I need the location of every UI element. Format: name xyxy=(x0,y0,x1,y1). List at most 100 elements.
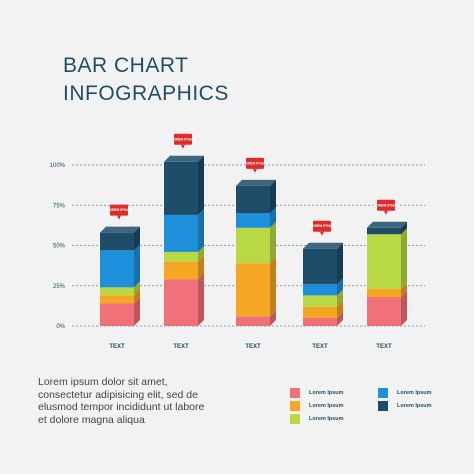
bar-segment-side xyxy=(198,208,204,252)
bar-segment xyxy=(236,316,270,326)
callout-pointer xyxy=(117,215,121,220)
bar-segment xyxy=(303,295,337,307)
description-text: Lorem ipsum dolor sit amet, consectetur … xyxy=(38,376,205,426)
bar-segment-side xyxy=(198,273,204,326)
legend-swatch xyxy=(378,401,388,411)
bar-segment-side xyxy=(198,255,204,280)
bar-top xyxy=(367,221,407,228)
bar-top xyxy=(100,226,140,233)
bar-segment-side xyxy=(270,310,276,326)
bar-segment-side xyxy=(337,278,343,296)
bar-segment xyxy=(303,317,337,326)
bar-segment-side xyxy=(134,226,140,251)
title-line-2: INFOGRAPHICS xyxy=(63,82,229,105)
legend-swatch xyxy=(290,401,300,411)
bar-segment-side xyxy=(134,297,140,326)
legend-item: Lorem Ipsum xyxy=(378,388,432,398)
bar-segment xyxy=(303,284,337,296)
callout-pointer xyxy=(320,231,324,236)
bar-segment xyxy=(100,303,134,326)
legend: Lorem Ipsum Lorem Ipsum Lorem Ipsum Lorem I… xyxy=(290,388,450,428)
bar-segment-side xyxy=(337,300,343,318)
bar-segment-side xyxy=(270,179,276,214)
y-tick-label: 100% xyxy=(50,163,66,169)
bar-segment-side xyxy=(198,155,204,215)
x-category-label: TEXT xyxy=(245,344,261,350)
callout-label: LOREM IPSUM xyxy=(374,203,399,207)
legend-label: Lorem Ipsum xyxy=(309,416,344,422)
bar-top-highlight xyxy=(367,221,407,228)
x-category-label: TEXT xyxy=(109,344,125,350)
callout-box xyxy=(110,204,128,216)
bar-segment xyxy=(164,214,198,252)
bar-top-highlight xyxy=(236,179,276,186)
bar-segment xyxy=(100,250,134,288)
callout-pointer xyxy=(253,168,257,173)
bar-segment-side xyxy=(270,221,276,264)
legend-label: Lorem Ipsum xyxy=(309,403,344,409)
bar-segment xyxy=(236,213,270,228)
callout-box xyxy=(377,199,395,211)
legend-item: Lorem Ipsum xyxy=(290,414,344,424)
legend-swatch xyxy=(290,388,300,398)
bar-segment xyxy=(367,297,401,326)
bar-top xyxy=(236,179,276,186)
callout-pointer xyxy=(384,210,388,215)
x-category-label: TEXT xyxy=(173,344,189,350)
callout-label: LOREM IPSUM xyxy=(243,161,268,165)
x-category-label: TEXT xyxy=(312,344,328,350)
bar-segment xyxy=(303,248,337,285)
legend-item: Lorem Ipsum xyxy=(290,401,344,411)
bar-segment xyxy=(100,287,134,296)
bar-segment-side xyxy=(337,242,343,285)
bar-segment xyxy=(236,185,270,214)
bar-segment-side xyxy=(270,257,276,317)
legend-item: Lorem Ipsum xyxy=(378,401,432,411)
bar-top-highlight xyxy=(303,242,343,249)
y-tick-label: 75% xyxy=(53,203,66,209)
bar-segment-side xyxy=(401,291,407,326)
bar-segment-side xyxy=(401,221,407,235)
bar-segment-side xyxy=(198,245,204,262)
bar-segment-side xyxy=(134,289,140,304)
bar-segment-side xyxy=(337,311,343,326)
bar-segment xyxy=(164,251,198,262)
y-tick-label: 0% xyxy=(56,324,65,330)
bar-segment xyxy=(367,227,401,235)
chart-title: BAR CHART INFOGRAPHICS xyxy=(63,52,229,108)
bar-segment-side xyxy=(401,282,407,298)
bar-segment-side xyxy=(134,281,140,296)
callout-label: LOREM IPSUM xyxy=(310,224,335,228)
bar-segment xyxy=(100,295,134,304)
bar-segment xyxy=(367,234,401,289)
bar-segment xyxy=(303,306,337,318)
callout-label: LOREM IPSUM xyxy=(171,137,196,141)
callout-box xyxy=(174,133,192,145)
legend-swatch xyxy=(378,388,388,398)
bar-segment xyxy=(100,232,134,251)
bar-segment-side xyxy=(270,207,276,228)
bar-segment-side xyxy=(134,244,140,288)
legend-swatch xyxy=(290,414,300,424)
bar-top xyxy=(164,155,204,162)
title-line-1: BAR CHART xyxy=(63,54,189,77)
bar-top-highlight xyxy=(100,226,140,233)
bar-top xyxy=(303,242,343,249)
bar-segment xyxy=(164,161,198,215)
legend-item: Lorem Ipsum xyxy=(290,388,344,398)
bar-segment xyxy=(164,279,198,326)
bar-segment-side xyxy=(401,228,407,289)
bar-segment xyxy=(164,261,198,280)
bar-top-highlight xyxy=(164,155,204,162)
bar-segment xyxy=(236,227,270,264)
bar-segment xyxy=(236,263,270,317)
legend-label: Lorem Ipsum xyxy=(397,390,432,396)
x-category-label: TEXT xyxy=(376,344,392,350)
callout-label: LOREM IPSUM xyxy=(107,208,132,212)
y-tick-label: 50% xyxy=(53,244,66,250)
bar-segment-side xyxy=(337,289,343,307)
y-tick-label: 25% xyxy=(53,284,66,290)
callout-box xyxy=(246,157,264,169)
legend-label: Lorem Ipsum xyxy=(397,403,432,409)
